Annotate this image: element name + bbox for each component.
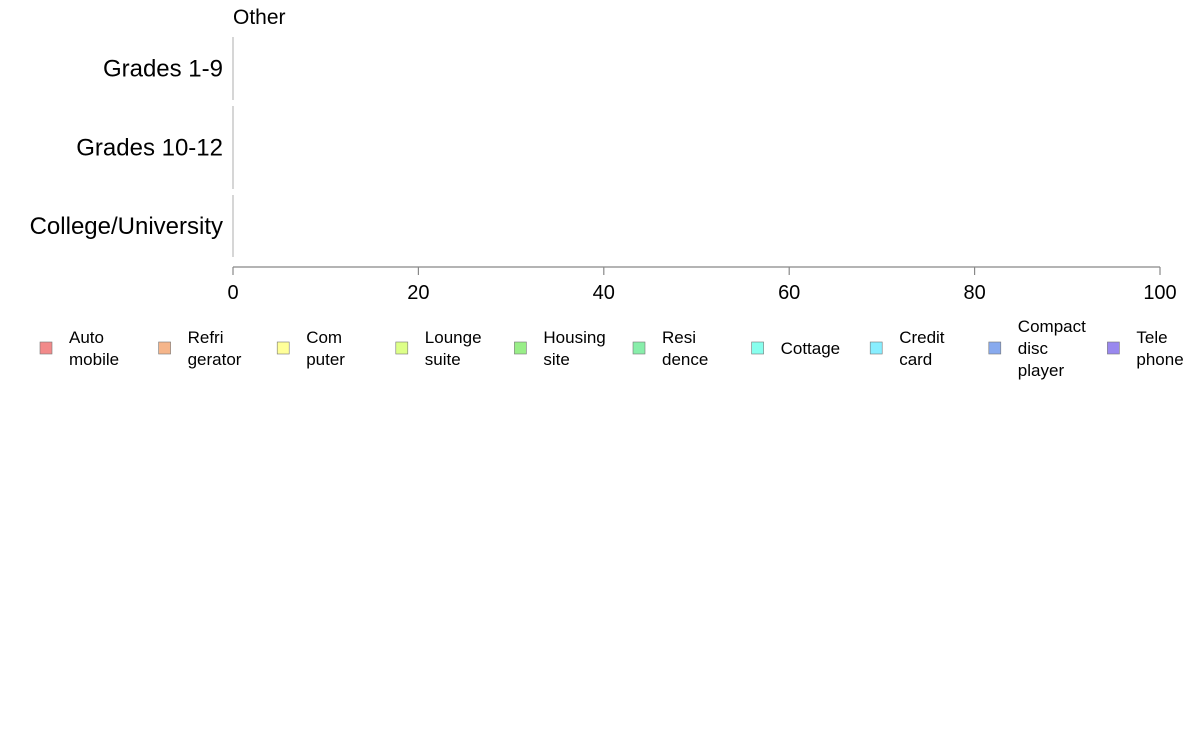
legend-swatch: [988, 341, 1002, 355]
legend-swatch: [1107, 341, 1120, 355]
legend-swatch: [276, 341, 290, 355]
legend-item: Lounge suite: [395, 328, 482, 369]
legend-swatch: [395, 341, 409, 355]
legend-item: Com puter: [276, 328, 345, 369]
legend-label: Resi dence: [662, 328, 708, 369]
legend-item: Tele phone: [1107, 328, 1184, 369]
legend-label: Refri gerator: [188, 328, 242, 369]
legend-item: Auto mobile: [39, 328, 119, 369]
x-axis: 0 20 40 60 80 100: [227, 266, 1177, 304]
category-label: Grades 1-9: [103, 56, 223, 83]
legend-label: Com puter: [306, 328, 345, 369]
legend-item: Resi dence: [632, 328, 708, 369]
legend-label: Cottage: [781, 339, 841, 358]
legend-swatch: [158, 341, 171, 355]
x-tick-label: 100: [1143, 282, 1176, 304]
category-label: College/University: [30, 213, 223, 240]
legend: Auto mobile Refri gerator Com puter Lounge suit…: [39, 317, 1184, 380]
legend-item: Cottage: [751, 339, 841, 358]
category-label: Grades 10-12: [76, 135, 223, 162]
legend-item: Credit card: [869, 328, 945, 369]
x-tick-label: 60: [778, 282, 800, 304]
legend-label: Tele phone: [1136, 328, 1183, 369]
legend-label: Credit card: [899, 328, 945, 369]
legend-swatch: [869, 341, 883, 355]
category-bands: Grades 1-9 Grades 10-12 College/University: [30, 37, 234, 257]
x-tick-label: 80: [963, 282, 985, 304]
legend-item: Refri gerator: [158, 328, 242, 369]
legend-swatch: [632, 341, 646, 355]
legend-label: Auto mobile: [69, 328, 119, 369]
x-tick-label: 40: [593, 282, 615, 304]
legend-swatch: [39, 341, 53, 355]
legend-label: Housing site: [543, 328, 605, 369]
legend-swatch: [751, 341, 764, 355]
legend-label: Compact disc player: [1018, 317, 1086, 380]
legend-swatch: [514, 341, 527, 355]
x-tick-label: 0: [227, 282, 238, 304]
legend-item: Housing site: [514, 328, 606, 369]
x-tick-label: 20: [407, 282, 429, 304]
legend-item: Compact disc player: [988, 317, 1086, 380]
legend-label: Lounge suite: [425, 328, 482, 369]
panel-title: Other: [233, 6, 286, 29]
